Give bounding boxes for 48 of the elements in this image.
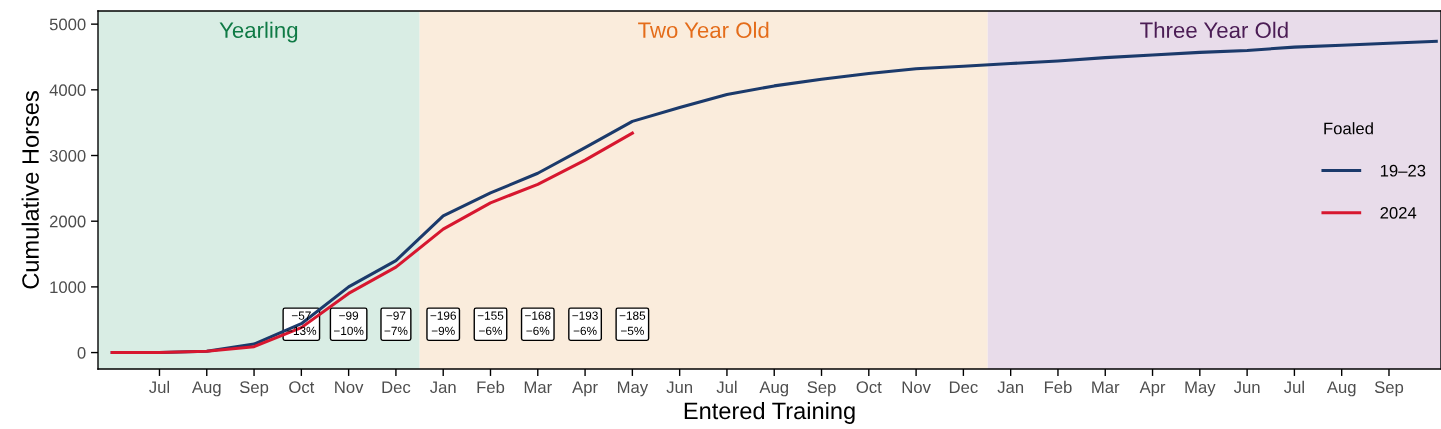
x-tick-label: Jan: [430, 381, 456, 394]
legend-title: Foaled: [1324, 122, 1373, 135]
x-tick-label: Dec: [949, 381, 978, 394]
x-tick-label: Oct: [856, 381, 882, 394]
y-tick-label: 2000: [49, 215, 86, 228]
annotation: Yearling: [219, 21, 298, 43]
x-tick-label: Dec: [382, 381, 411, 394]
x-tick-label: Sep: [239, 381, 269, 397]
x-tick-label: Jan: [997, 381, 1024, 394]
x-tick-label: Apr: [1139, 381, 1166, 397]
annotation: Three Year Old: [1140, 21, 1288, 39]
x-tick-label: Aug: [759, 381, 788, 397]
y-tick-label: 1000: [50, 281, 86, 294]
x-tick-label: Oct: [289, 381, 315, 394]
x-tick-label: Jun: [1233, 381, 1260, 394]
x-tick-label: Feb: [1044, 380, 1072, 394]
y-tick-label: 4000: [49, 84, 86, 97]
x-tick-label: Jun: [666, 381, 693, 394]
x-tick-label: Nov: [902, 381, 931, 394]
annotation: −193 −6%: [572, 311, 598, 336]
x-axis-title: Entered Training: [684, 401, 855, 424]
annotation: −155 −6%: [477, 311, 504, 336]
x-tick-label: Nov: [335, 381, 364, 394]
x-tick-label: Sep: [807, 381, 836, 397]
x-tick-label: Sep: [1374, 381, 1404, 397]
x-tick-label: Aug: [1326, 381, 1356, 397]
x-tick-label: Mar: [1092, 381, 1120, 394]
x-tick-label: Jul: [716, 380, 737, 394]
y-tick-label: 0: [77, 346, 86, 359]
annotation: −97 −7%: [384, 311, 408, 336]
x-tick-label: Feb: [477, 380, 505, 394]
annotation: Two Year Old: [638, 21, 769, 39]
x-tick-label: Jul: [1284, 380, 1304, 394]
annotation: −168 −6%: [525, 311, 551, 336]
annotation: −196 −9%: [430, 311, 456, 336]
x-tick-label: May: [617, 381, 649, 397]
legend-label: 19–23: [1380, 164, 1426, 177]
x-tick-label: May: [1185, 381, 1216, 397]
y-tick-label: 3000: [49, 149, 86, 162]
x-tick-label: Aug: [191, 381, 221, 397]
annotation: −99 −10%: [333, 311, 364, 336]
y-tick-label: 5000: [49, 18, 86, 31]
legend-label: 2024: [1380, 206, 1417, 219]
annotation: −185 −5%: [619, 311, 646, 336]
x-tick-label: Jul: [149, 380, 170, 394]
x-tick-label: Apr: [572, 381, 598, 397]
x-tick-label: Mar: [524, 381, 552, 394]
y-axis-title: Cumulative Horses: [21, 91, 39, 289]
